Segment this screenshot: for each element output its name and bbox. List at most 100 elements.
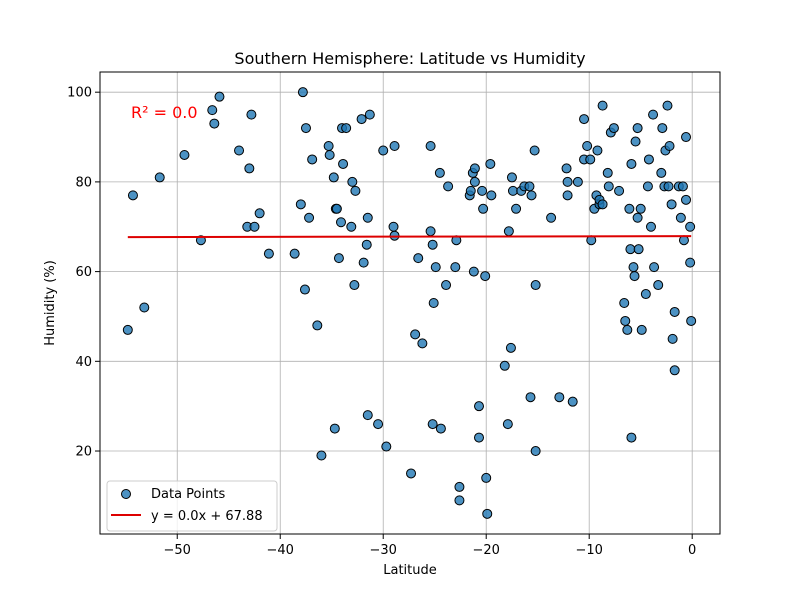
data-point [503, 226, 514, 237]
data-point [597, 100, 608, 111]
data-point [234, 145, 245, 156]
data-point [430, 262, 441, 273]
data-point [127, 190, 138, 201]
data-point [657, 123, 668, 134]
data-point [304, 212, 315, 223]
data-point [662, 100, 673, 111]
data-point [675, 212, 686, 223]
data-point [653, 280, 664, 291]
data-point [614, 185, 625, 196]
data-point [425, 226, 436, 237]
data-point [502, 419, 513, 430]
data-point [582, 141, 593, 152]
legend-box [106, 480, 278, 532]
data-point [477, 185, 488, 196]
data-point [507, 185, 518, 196]
data-point [346, 221, 357, 232]
data-point [579, 114, 590, 125]
x-tick-label: −20 [472, 543, 499, 558]
data-point [619, 298, 630, 308]
data-point [389, 141, 400, 152]
data-point [486, 190, 497, 201]
data-point [410, 329, 421, 340]
data-point [373, 419, 384, 430]
data-point [307, 154, 318, 165]
data-point [608, 123, 619, 134]
chart-title: Southern Hemisphere: Latitude vs Humidit… [234, 49, 585, 68]
data-point [632, 123, 643, 134]
x-tick-label: −30 [370, 543, 397, 558]
data-point [468, 266, 479, 277]
data-point [666, 199, 677, 210]
data-point [530, 280, 541, 291]
data-point [263, 248, 274, 259]
data-point [585, 154, 596, 165]
data-point [361, 239, 372, 250]
data-point [482, 508, 493, 519]
data-point [434, 167, 445, 178]
data-point [381, 441, 392, 452]
data-point [525, 392, 536, 403]
data-point [649, 262, 660, 273]
data-point [526, 190, 537, 201]
data-point [669, 306, 680, 317]
data-point [603, 181, 614, 192]
data-point [635, 203, 646, 214]
x-tick-label: −10 [575, 543, 602, 558]
data-point [602, 167, 613, 178]
data-point [622, 324, 633, 335]
data-point [469, 163, 480, 174]
data-point [626, 158, 637, 169]
data-point [388, 221, 399, 232]
scatter-points [122, 87, 697, 519]
data-point [338, 158, 349, 169]
ticks: −50 −40 −30 −20 −10 0 20 40 60 80 100 [67, 86, 696, 558]
data-point [685, 257, 696, 268]
data-point [425, 141, 436, 152]
data-point [209, 118, 220, 129]
data-point [207, 105, 218, 116]
data-point [633, 244, 644, 255]
data-point [656, 167, 667, 178]
data-point [362, 410, 373, 421]
r-squared-annotation: R² = 0.0 [131, 103, 198, 122]
data-point [667, 333, 678, 344]
data-point [299, 284, 310, 295]
data-point [331, 203, 342, 214]
data-point [341, 123, 352, 134]
data-point [295, 199, 306, 210]
y-tick-label: 40 [75, 355, 92, 370]
data-point [244, 163, 255, 174]
data-point [300, 123, 311, 134]
data-point [632, 212, 643, 223]
data-point [406, 468, 417, 479]
data-point [443, 181, 454, 192]
data-point [474, 401, 485, 412]
data-point [364, 109, 375, 120]
data-point [454, 495, 465, 506]
data-point [562, 176, 573, 187]
data-point [358, 257, 369, 268]
legend-marker-points [121, 489, 131, 499]
y-tick-label: 100 [67, 86, 92, 101]
data-point [554, 392, 565, 403]
data-point [669, 365, 680, 376]
data-point [592, 145, 603, 156]
legend-label-line: y = 0.0x + 67.88 [151, 509, 263, 524]
data-point [333, 253, 344, 264]
data-point [681, 132, 692, 143]
data-point [567, 396, 578, 407]
data-point [642, 181, 653, 192]
data-point [643, 154, 654, 165]
data-point [629, 271, 640, 282]
data-point [335, 217, 346, 228]
data-point [663, 181, 674, 192]
data-point [378, 145, 389, 156]
data-point [630, 136, 641, 147]
data-point [530, 446, 541, 457]
legend: Data Points y = 0.0x + 67.88 [106, 480, 278, 532]
data-point [329, 423, 340, 434]
data-point [561, 163, 572, 174]
x-tick-label: 0 [688, 543, 696, 558]
data-point [505, 342, 516, 353]
